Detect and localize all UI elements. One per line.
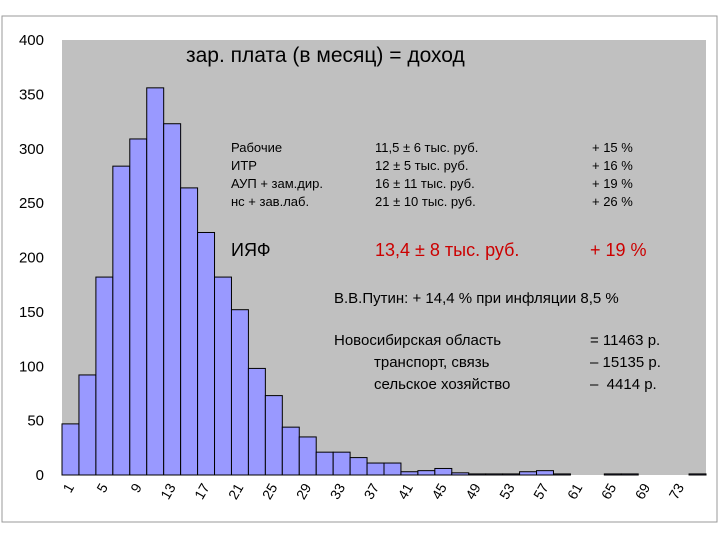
- x-tick-label: 53: [496, 480, 518, 502]
- region-values: = 11463 р. – 15135 р. – 4414 р.: [590, 330, 661, 396]
- region-label: сельское хозяйство: [334, 374, 510, 396]
- histogram-bar: [384, 463, 401, 475]
- histogram-bar: [401, 472, 418, 475]
- histogram-bar: [689, 474, 706, 475]
- histogram-bar: [469, 474, 486, 475]
- y-tick-label: 250: [19, 195, 44, 212]
- y-tick-label: 0: [36, 467, 44, 484]
- table-cell-salary: 21 ± 10 тыс. руб.: [375, 193, 478, 211]
- table-cell-growth: + 26 %: [592, 193, 633, 211]
- histogram-bar: [418, 471, 435, 475]
- histogram-bar: [164, 124, 181, 475]
- table-cell-growth: + 15 %: [592, 139, 633, 157]
- table-cell-growth: + 19 %: [592, 175, 633, 193]
- table-cell-group: ИТР: [231, 157, 323, 175]
- table-cell-salary: 11,5 ± 6 тыс. руб.: [375, 139, 478, 157]
- y-tick-label: 50: [27, 413, 44, 430]
- region-value: – 4414 р.: [590, 374, 661, 396]
- table-cell-group: АУП + зам.дир.: [231, 175, 323, 193]
- histogram-bar: [130, 139, 147, 475]
- histogram-bar: [537, 471, 554, 475]
- histogram-bar: [316, 452, 333, 475]
- x-tick-label: 49: [462, 480, 484, 502]
- x-tick-label: 17: [191, 480, 213, 502]
- histogram-bar: [79, 375, 96, 475]
- highlight-salary: 13,4 ± 8 тыс. руб.: [375, 240, 519, 261]
- histogram-bar: [553, 474, 570, 475]
- histogram-bar: [520, 472, 537, 475]
- y-tick-label: 150: [19, 304, 44, 321]
- table-cell-growth: + 16 %: [592, 157, 633, 175]
- x-tick-label: 29: [293, 480, 315, 502]
- x-tick-label: 41: [394, 480, 416, 502]
- x-tick-label: 1: [59, 480, 77, 495]
- histogram-bar: [96, 277, 113, 475]
- x-tick-label: 21: [225, 480, 247, 502]
- histogram-bar: [231, 310, 248, 475]
- x-tick-label: 65: [598, 480, 620, 502]
- histogram-bar: [265, 396, 282, 475]
- x-tick-label: 73: [666, 480, 688, 502]
- x-tick-label: 57: [530, 480, 552, 502]
- histogram-bar: [62, 424, 79, 475]
- x-tick-label: 45: [428, 480, 450, 502]
- histogram-bar: [350, 458, 367, 475]
- region-labels: Новосибирская область транспорт, связь с…: [334, 330, 510, 396]
- histogram-bar: [282, 427, 299, 475]
- highlight-group: ИЯФ: [231, 240, 271, 261]
- y-tick-label: 100: [19, 358, 44, 375]
- histogram-bar: [333, 452, 350, 475]
- histogram-bar: [435, 468, 452, 475]
- histogram-bar: [198, 232, 215, 475]
- chart-title: зар. плата (в месяц) = доход: [186, 44, 465, 68]
- histogram-bar: [604, 474, 621, 475]
- region-label: транспорт, связь: [334, 352, 510, 374]
- x-tick-label: 9: [127, 480, 145, 495]
- x-axis-ticks: 1 5 9 13 17 21 25 29 33 37 41 45 49 53 57 61 65 69 73: [59, 480, 687, 502]
- histogram-bar: [248, 368, 265, 475]
- x-tick-label: 69: [632, 480, 654, 502]
- x-tick-label: 25: [259, 480, 281, 502]
- x-tick-label: 13: [157, 480, 179, 502]
- x-tick-label: 37: [360, 480, 382, 502]
- histogram-bar: [215, 277, 232, 475]
- histogram-bar: [621, 474, 638, 475]
- region-value: = 11463 р.: [590, 330, 661, 352]
- histogram-bar: [299, 437, 316, 475]
- y-tick-label: 350: [19, 86, 44, 103]
- table-cell-group: нс + зав.лаб.: [231, 193, 323, 211]
- table-growth-column: + 15 % + 16 % + 19 % + 26 %: [592, 139, 633, 211]
- table-group-column: Рабочие ИТР АУП + зам.дир. нс + зав.лаб.: [231, 139, 323, 211]
- table-cell-salary: 16 ± 11 тыс. руб.: [375, 175, 478, 193]
- highlight-growth: + 19 %: [590, 240, 647, 261]
- table-salary-column: 11,5 ± 6 тыс. руб. 12 ± 5 тыс. руб. 16 ±…: [375, 139, 478, 211]
- putin-note: В.В.Путин: + 14,4 % при инфляции 8,5 %: [334, 288, 619, 310]
- histogram-bar: [367, 463, 384, 475]
- region-value: – 15135 р.: [590, 352, 661, 374]
- x-tick-label: 5: [93, 480, 111, 495]
- histogram-bar: [181, 188, 198, 475]
- histogram-bar: [452, 473, 469, 475]
- histogram-bar: [113, 166, 130, 475]
- table-cell-group: Рабочие: [231, 139, 323, 157]
- x-tick-label: 33: [327, 480, 349, 502]
- histogram-bar: [486, 474, 503, 475]
- y-axis-ticks: 0 50 100 150 200 250 300 350 400: [19, 32, 44, 484]
- y-tick-label: 400: [19, 32, 44, 49]
- x-tick-label: 61: [564, 480, 586, 502]
- table-cell-salary: 12 ± 5 тыс. руб.: [375, 157, 478, 175]
- y-tick-label: 300: [19, 141, 44, 158]
- histogram-bar: [147, 88, 164, 475]
- region-label: Новосибирская область: [334, 330, 510, 352]
- histogram-bar: [503, 474, 520, 475]
- y-tick-label: 200: [19, 250, 44, 267]
